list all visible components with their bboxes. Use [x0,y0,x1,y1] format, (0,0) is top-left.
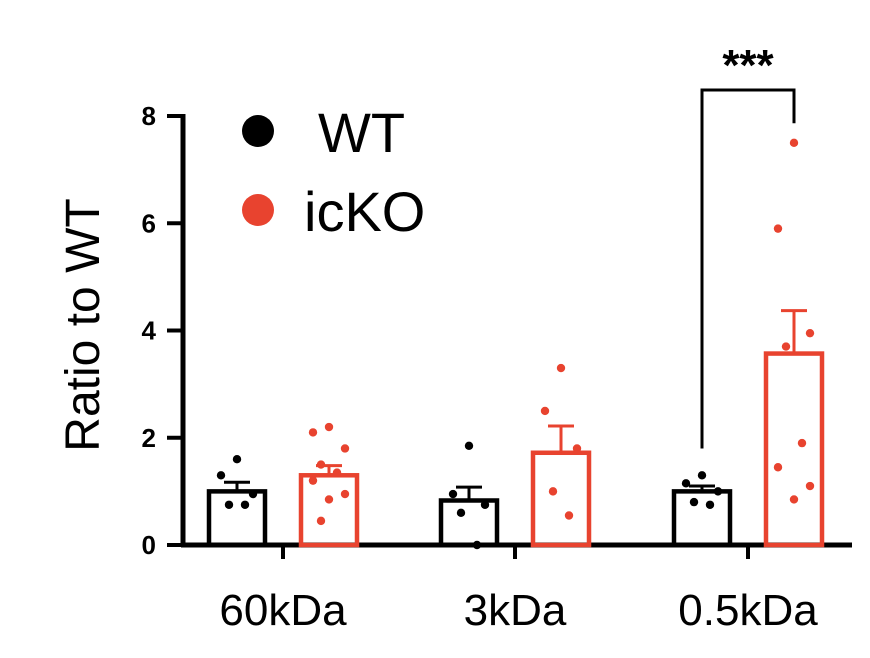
x-tick-label: 0.5kDa [678,586,818,635]
significance-bracket [700,88,796,449]
data-point [681,479,691,488]
y-tick-label: 4 [142,316,157,346]
data-point [340,489,350,499]
y-tick-label: 0 [142,530,156,560]
bar [206,489,268,548]
data-point [340,444,350,453]
legend-marker [242,194,274,226]
y-tick-label: 6 [142,208,156,238]
data-point [705,500,715,509]
data-point [789,495,799,504]
y-axis-label: Ratio to WT [57,198,110,451]
chart-annotations: *** [700,41,796,449]
chart-points [216,138,815,550]
data-point [564,511,574,520]
y-tick-label: 2 [142,423,156,453]
data-point [224,500,234,509]
bar [671,489,733,548]
significance-label: *** [722,41,774,90]
data-point [572,444,582,453]
data-point [805,481,815,491]
data-point [713,487,723,496]
data-point [773,224,783,233]
x-tick-label: 60kDa [219,586,347,635]
legend-label: icKO [304,180,425,243]
data-point [248,489,258,499]
data-point [548,487,558,496]
data-point [324,495,334,504]
data-point [805,328,815,338]
y-tick-label: 8 [142,101,156,131]
bar [530,450,592,548]
chart-legend: WT icKO [242,101,425,243]
data-point [332,468,342,477]
data-point [308,476,318,485]
data-point [540,406,550,416]
data-point [308,428,318,437]
legend-marker [242,115,274,147]
bar [298,473,360,548]
legend-label: WT [318,101,405,164]
chart-errorbars [224,309,807,501]
data-point [773,463,783,472]
data-point [472,540,482,550]
data-point [240,500,250,509]
x-tick-label: 3kDa [464,586,567,635]
data-point [556,363,566,373]
data-point [448,489,458,499]
data-point [316,516,326,526]
data-point [781,342,791,351]
data-point [797,438,807,448]
data-point [464,441,474,450]
data-point [789,138,799,148]
data-point [216,471,226,480]
data-point [232,455,242,464]
data-point [480,500,490,509]
chart-axes: 0 2 4 6 8 60kDa 3kDa 0.5kDa [142,101,852,635]
bar [763,351,825,548]
bar [438,498,500,548]
chart-bars [206,351,825,548]
data-point [689,497,699,507]
data-point [324,422,334,432]
data-point [697,471,707,480]
data-point [456,508,466,518]
